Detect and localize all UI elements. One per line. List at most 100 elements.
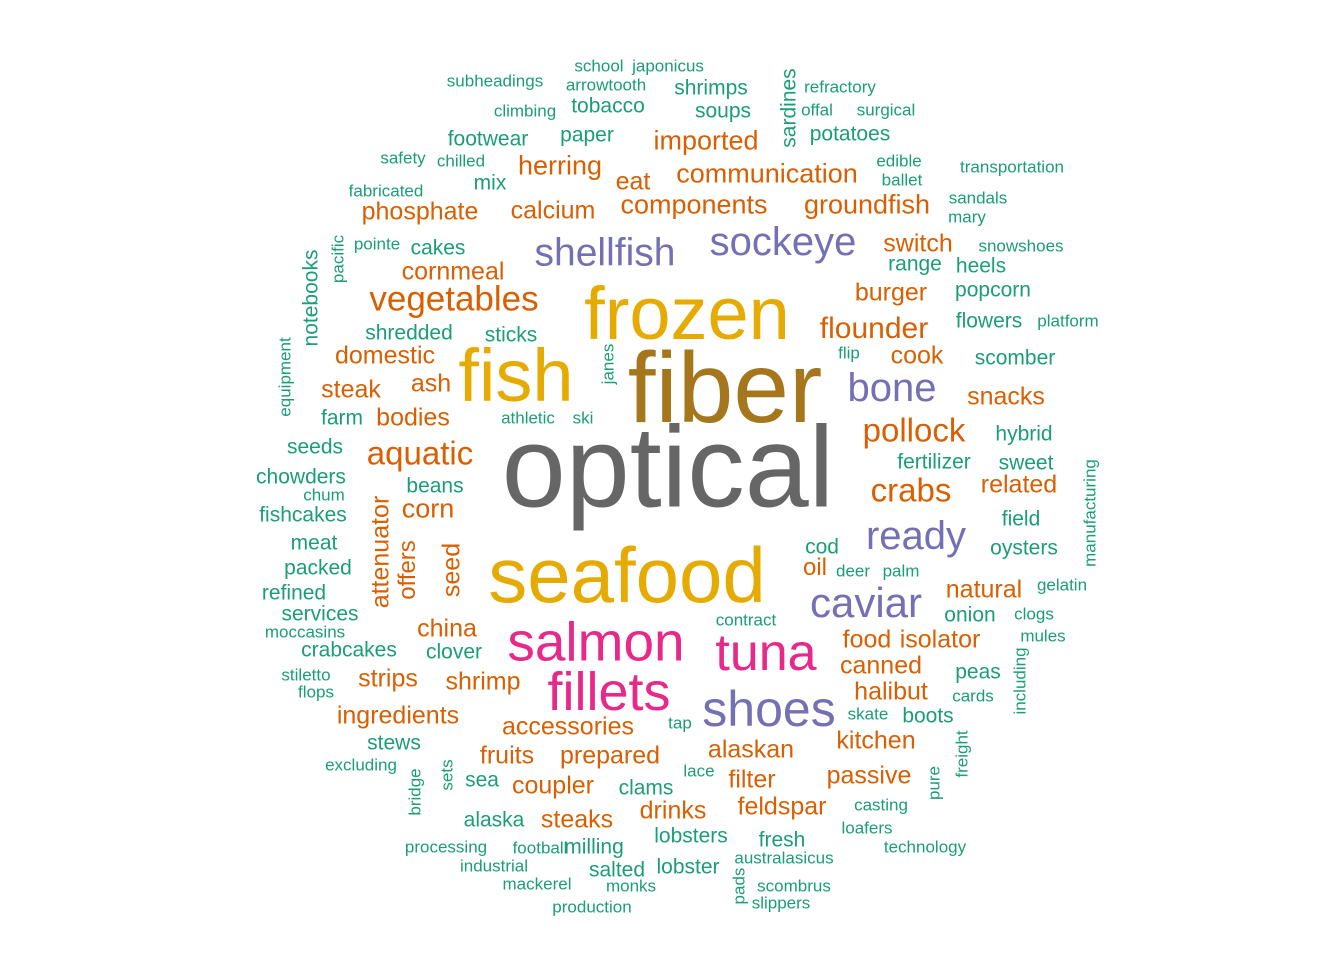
- word-equipment: equipment: [275, 337, 295, 417]
- word-canned: canned: [839, 651, 923, 680]
- word-ready: ready: [865, 514, 967, 558]
- word-snacks: snacks: [967, 382, 1045, 411]
- word-sets: sets: [437, 759, 457, 791]
- word-industrial: industrial: [459, 856, 529, 876]
- word-fresh: fresh: [758, 828, 806, 852]
- word-heels: heels: [955, 254, 1007, 278]
- word-beans: beans: [406, 474, 464, 498]
- word-cards: cards: [952, 686, 994, 706]
- word-production: production: [552, 897, 632, 917]
- word-slippers: slippers: [751, 893, 811, 913]
- word-shrimps: shrimps: [674, 76, 748, 100]
- word-bodies: bodies: [376, 403, 450, 432]
- word-school: school: [574, 56, 624, 76]
- word-soups: soups: [694, 99, 752, 123]
- word-herring: herring: [517, 150, 603, 181]
- word-china: china: [417, 614, 477, 643]
- word-processing: processing: [404, 837, 488, 857]
- word-skate: skate: [847, 704, 889, 724]
- word-clams: clams: [618, 776, 674, 800]
- word-refractory: refractory: [804, 77, 876, 97]
- word-isolator: isolator: [899, 625, 981, 654]
- word-eat: eat: [615, 167, 651, 196]
- word-pointe: pointe: [353, 234, 401, 254]
- word-subheadings: subheadings: [446, 71, 544, 91]
- word-paper: paper: [560, 123, 614, 147]
- word-optical: optical: [501, 403, 835, 532]
- word-cod: cod: [805, 535, 839, 559]
- word-drinks: drinks: [639, 796, 707, 825]
- word-passive: passive: [826, 761, 912, 790]
- word-ski: ski: [572, 408, 594, 428]
- word-fertilizer: fertilizer: [897, 450, 971, 474]
- word-casting: casting: [854, 795, 908, 815]
- word-tuna: tuna: [715, 624, 817, 682]
- word-sea: sea: [465, 768, 499, 792]
- word-chowders: chowders: [256, 465, 346, 489]
- word-contract: contract: [715, 610, 777, 630]
- word-communication: communication: [676, 158, 858, 189]
- word-ingredients: ingredients: [336, 701, 460, 730]
- word-switch: switch: [883, 229, 953, 258]
- word-oysters: oysters: [990, 536, 1058, 560]
- word-imported: imported: [653, 125, 759, 156]
- word-flip: flip: [838, 343, 860, 363]
- word-ash: ash: [410, 369, 452, 398]
- word-cornmeal: cornmeal: [401, 257, 505, 286]
- word-cook: cook: [890, 341, 944, 370]
- word-fillets: fillets: [547, 662, 671, 722]
- word-meat: meat: [290, 531, 338, 555]
- word-seeds: seeds: [286, 435, 344, 459]
- word-sardines: sardines: [777, 68, 801, 148]
- word-transportation: transportation: [960, 157, 1064, 177]
- word-filter: filter: [728, 765, 776, 794]
- word-salmon: salmon: [507, 610, 685, 673]
- word-pacific: pacific: [328, 234, 348, 284]
- word-field: field: [1001, 507, 1041, 531]
- word-platform: platform: [1037, 311, 1099, 331]
- word-pollock: pollock: [862, 411, 966, 449]
- word-phosphate: phosphate: [361, 197, 479, 226]
- word-deer: deer: [835, 561, 871, 581]
- word-palm: palm: [882, 561, 920, 581]
- word-components: components: [620, 189, 768, 220]
- word-alaskan: alaskan: [707, 735, 795, 764]
- word-sticks: sticks: [484, 323, 538, 347]
- word-shredded: shredded: [365, 321, 453, 345]
- word-steaks: steaks: [540, 805, 614, 834]
- word-lace: lace: [683, 761, 715, 781]
- word-stews: stews: [367, 731, 421, 755]
- word-alaska: alaska: [463, 808, 525, 832]
- word-stiletto: stiletto: [281, 665, 331, 685]
- word-janes: janes: [598, 343, 618, 385]
- word-strips: strips: [358, 664, 418, 693]
- word-coupler: coupler: [512, 771, 594, 800]
- word-including: including: [1010, 647, 1030, 715]
- word-mix: mix: [473, 171, 507, 195]
- word-fruits: fruits: [479, 741, 535, 770]
- word-japonicus: japonicus: [632, 56, 704, 76]
- word-technology: technology: [883, 837, 967, 857]
- word-flowers: flowers: [955, 309, 1023, 333]
- word-halibut: halibut: [854, 677, 928, 706]
- word-fish: fish: [458, 334, 574, 417]
- word-milling: milling: [564, 835, 624, 859]
- word-climbing: climbing: [493, 101, 557, 121]
- word-mary: mary: [948, 207, 986, 227]
- word-sockeye: sockeye: [709, 220, 857, 264]
- word-tap: tap: [668, 713, 692, 733]
- word-chilled: chilled: [436, 151, 486, 171]
- word-natural: natural: [945, 575, 1023, 604]
- word-notebooks: notebooks: [299, 249, 323, 347]
- word-surgical: surgical: [856, 100, 916, 120]
- word-scomber: scomber: [974, 346, 1056, 370]
- word-mackerel: mackerel: [502, 874, 572, 894]
- word-loafers: loafers: [841, 818, 893, 838]
- word-arrowtooth: arrowtooth: [565, 75, 647, 95]
- word-safety: safety: [380, 148, 426, 168]
- word-peas: peas: [955, 660, 1001, 684]
- word-lobsters: lobsters: [654, 824, 728, 848]
- word-chum: chum: [303, 485, 345, 505]
- word-tobacco: tobacco: [571, 94, 645, 118]
- word-clover: clover: [425, 640, 483, 664]
